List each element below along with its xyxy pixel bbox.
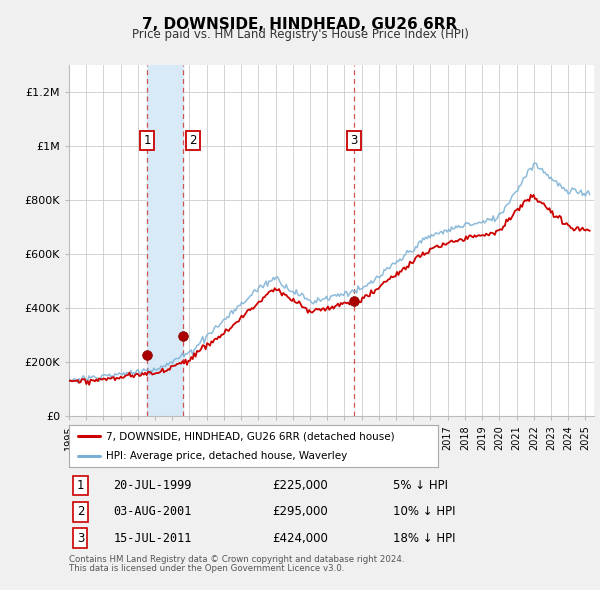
- Text: Price paid vs. HM Land Registry's House Price Index (HPI): Price paid vs. HM Land Registry's House …: [131, 28, 469, 41]
- Text: £424,000: £424,000: [272, 532, 328, 545]
- Text: This data is licensed under the Open Government Licence v3.0.: This data is licensed under the Open Gov…: [69, 564, 344, 573]
- Text: 2: 2: [189, 134, 197, 147]
- Text: Contains HM Land Registry data © Crown copyright and database right 2024.: Contains HM Land Registry data © Crown c…: [69, 555, 404, 563]
- Text: 1: 1: [143, 134, 151, 147]
- Text: 1: 1: [77, 479, 84, 492]
- Text: 03-AUG-2001: 03-AUG-2001: [113, 505, 192, 519]
- Text: 10% ↓ HPI: 10% ↓ HPI: [392, 505, 455, 519]
- Text: 20-JUL-1999: 20-JUL-1999: [113, 479, 192, 492]
- Text: 3: 3: [77, 532, 84, 545]
- Text: 5% ↓ HPI: 5% ↓ HPI: [392, 479, 448, 492]
- Text: 18% ↓ HPI: 18% ↓ HPI: [392, 532, 455, 545]
- Text: 2: 2: [77, 505, 84, 519]
- Text: 3: 3: [350, 134, 358, 147]
- Text: 7, DOWNSIDE, HINDHEAD, GU26 6RR (detached house): 7, DOWNSIDE, HINDHEAD, GU26 6RR (detache…: [106, 431, 395, 441]
- Text: 15-JUL-2011: 15-JUL-2011: [113, 532, 192, 545]
- Bar: [148, 65, 182, 416]
- Text: £225,000: £225,000: [272, 479, 328, 492]
- Text: 7, DOWNSIDE, HINDHEAD, GU26 6RR: 7, DOWNSIDE, HINDHEAD, GU26 6RR: [142, 17, 458, 31]
- Text: £295,000: £295,000: [272, 505, 328, 519]
- Text: HPI: Average price, detached house, Waverley: HPI: Average price, detached house, Wave…: [106, 451, 347, 461]
